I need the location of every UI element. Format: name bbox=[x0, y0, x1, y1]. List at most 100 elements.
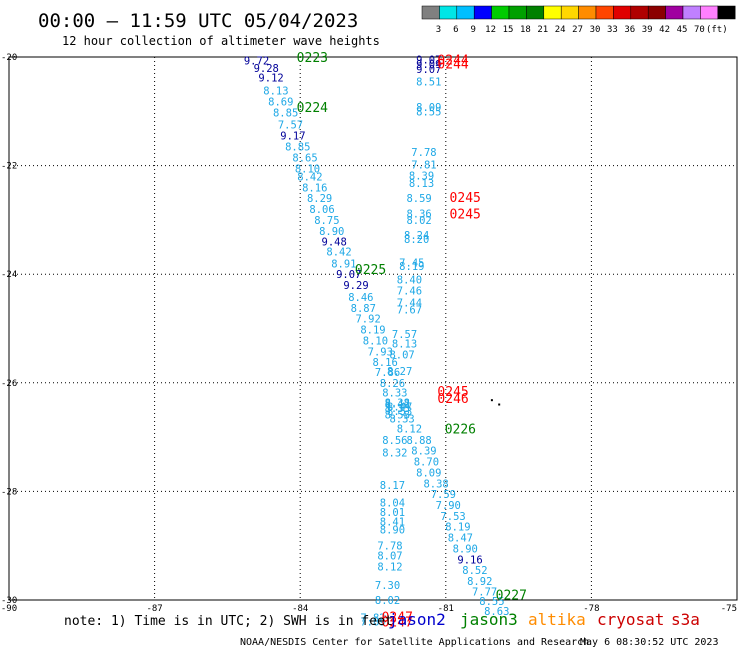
swh-value: 8.47 bbox=[387, 402, 412, 414]
swh-value: 8.87 bbox=[351, 303, 376, 315]
swh-value: 8.59 bbox=[406, 193, 431, 205]
swh-value: 8.70 bbox=[414, 457, 439, 469]
marker-dot bbox=[490, 399, 493, 402]
swh-value: 8.13 bbox=[392, 339, 417, 351]
colorbar-swatch bbox=[473, 5, 492, 20]
colorbar-swatch bbox=[717, 5, 736, 20]
y-tick-label: -26 bbox=[1, 379, 17, 389]
swh-value: 7.86 bbox=[375, 367, 400, 379]
colorbar-swatch bbox=[578, 5, 597, 20]
colorbar-label: 15 bbox=[503, 25, 514, 35]
x-tick-label: -81 bbox=[438, 604, 454, 614]
swh-value: 9.72 bbox=[244, 55, 269, 67]
pass-time-label: 0224 bbox=[297, 101, 328, 116]
swh-value: 7.78 bbox=[377, 541, 402, 553]
pass-time-label: 0226 bbox=[445, 422, 476, 437]
colorbar-label: 33 bbox=[607, 25, 618, 35]
swh-value: 7.67 bbox=[397, 304, 422, 316]
swh-value: 8.53 bbox=[387, 406, 412, 418]
pass-time-label: 0245 bbox=[437, 385, 468, 400]
swh-value: 8.17 bbox=[380, 480, 405, 492]
swh-value: 8.07 bbox=[389, 350, 414, 362]
swh-value: 7.81 bbox=[411, 160, 436, 172]
swh-value: 8.27 bbox=[387, 366, 412, 378]
x-tick-label: -75 bbox=[721, 604, 737, 614]
data-points: 9.729.289.128.138.698.857.579.178.858.65… bbox=[244, 55, 510, 629]
swh-value: 7.89 bbox=[360, 617, 385, 629]
legend-item-altika: altika bbox=[528, 610, 586, 629]
pass-time-label: 0245 bbox=[450, 207, 481, 222]
colorbar-label: 3 bbox=[436, 25, 441, 35]
colorbar-swatch bbox=[682, 5, 701, 20]
footer-credit: NOAA/NESDIS Center for Satellite Applica… bbox=[240, 637, 589, 648]
swh-value: 8.46 bbox=[348, 292, 373, 304]
swh-value: 8.38 bbox=[385, 397, 410, 409]
y-tick-label: -20 bbox=[1, 53, 17, 63]
swh-value: 8.36 bbox=[406, 208, 431, 220]
swh-value: 8.51 bbox=[416, 76, 441, 88]
colorbar-swatch bbox=[630, 5, 649, 20]
swh-value: 8.07 bbox=[377, 550, 402, 562]
swh-value: 8.24 bbox=[404, 230, 429, 242]
marker-dots bbox=[490, 399, 501, 406]
swh-value: 8.55 bbox=[416, 106, 441, 118]
legend-item-jason2: jason2 bbox=[388, 610, 446, 629]
swh-value: 7.53 bbox=[440, 511, 465, 523]
swh-value: 7.45 bbox=[399, 257, 424, 269]
swh-value: 9.48 bbox=[322, 237, 347, 249]
swh-value: 7.77 bbox=[472, 586, 497, 598]
swh-value: 9.07 bbox=[416, 64, 441, 76]
swh-value: 7.93 bbox=[368, 346, 393, 358]
swh-value: 7.57 bbox=[392, 329, 417, 341]
legend-item-jason3: jason3 bbox=[460, 610, 518, 629]
colorbar-swatch bbox=[491, 5, 510, 20]
swh-value: 8.42 bbox=[326, 246, 351, 258]
swh-value: 7.59 bbox=[431, 489, 456, 501]
swh-value: 8.09 bbox=[416, 102, 441, 114]
swh-value: 8.85 bbox=[285, 142, 310, 154]
colorbar-swatch bbox=[647, 5, 666, 20]
color-scale-bar: 3 6 9 12 15 18 21 24 27 30 33 36 39 42 45 70 (ft) bbox=[421, 5, 736, 35]
swh-value: 8.40 bbox=[397, 275, 422, 287]
swh-value: 8.19 bbox=[360, 325, 385, 337]
y-tick-label: -22 bbox=[1, 162, 17, 172]
colorbar-swatch bbox=[613, 5, 632, 20]
y-tick-label: -30 bbox=[1, 596, 17, 606]
chart-title: 00:00 — 11:59 UTC 05/04/2023 bbox=[38, 10, 358, 32]
x-tick-label: -87 bbox=[146, 604, 162, 614]
swh-value: 8.88 bbox=[406, 435, 431, 447]
swh-value: 8.02 bbox=[406, 215, 431, 227]
pass-time-label: 0246 bbox=[437, 392, 468, 407]
swh-value: 7.44 bbox=[397, 297, 422, 309]
swh-value: 8.29 bbox=[307, 193, 332, 205]
swh-value: 8.39 bbox=[411, 446, 436, 458]
swh-value: 8.69 bbox=[268, 97, 293, 109]
swh-value: 8.65 bbox=[292, 152, 317, 164]
swh-value: 9.07 bbox=[416, 55, 441, 67]
pass-time-labels: 0223022402250226022702440244024502450245… bbox=[297, 51, 527, 631]
swh-value: 7.57 bbox=[278, 119, 303, 131]
swh-value: 7.90 bbox=[436, 500, 461, 512]
swh-value: 8.85 bbox=[273, 107, 298, 119]
swh-value: 8.33 bbox=[389, 414, 414, 426]
swh-value: 8.90 bbox=[453, 543, 478, 555]
swh-value: 8.42 bbox=[297, 171, 322, 183]
colorbar-label: 12 bbox=[485, 25, 496, 35]
swh-value: 8.06 bbox=[309, 204, 334, 216]
swh-value: 7.78 bbox=[411, 147, 436, 159]
marker-dot bbox=[498, 403, 501, 406]
satellite-legend: jason2 jason3 altika cryosat s3a bbox=[388, 610, 700, 629]
colorbar-swatch bbox=[526, 5, 545, 20]
legend-item-s3a: s3a bbox=[671, 610, 700, 629]
colorbar-swatch bbox=[595, 5, 614, 20]
swh-value: 9.09 bbox=[416, 59, 441, 71]
pass-time-label: 0225 bbox=[355, 263, 386, 278]
chart-subtitle: 12 hour collection of altimeter wave hei… bbox=[62, 34, 380, 48]
colorbar-label: 24 bbox=[555, 25, 566, 35]
colorbar-label: (ft) bbox=[706, 25, 728, 35]
swh-value: 8.13 bbox=[409, 178, 434, 190]
colorbar-label: 39 bbox=[642, 25, 653, 35]
swh-value: 8.02 bbox=[375, 595, 400, 607]
colorbar-label: 27 bbox=[572, 25, 583, 35]
